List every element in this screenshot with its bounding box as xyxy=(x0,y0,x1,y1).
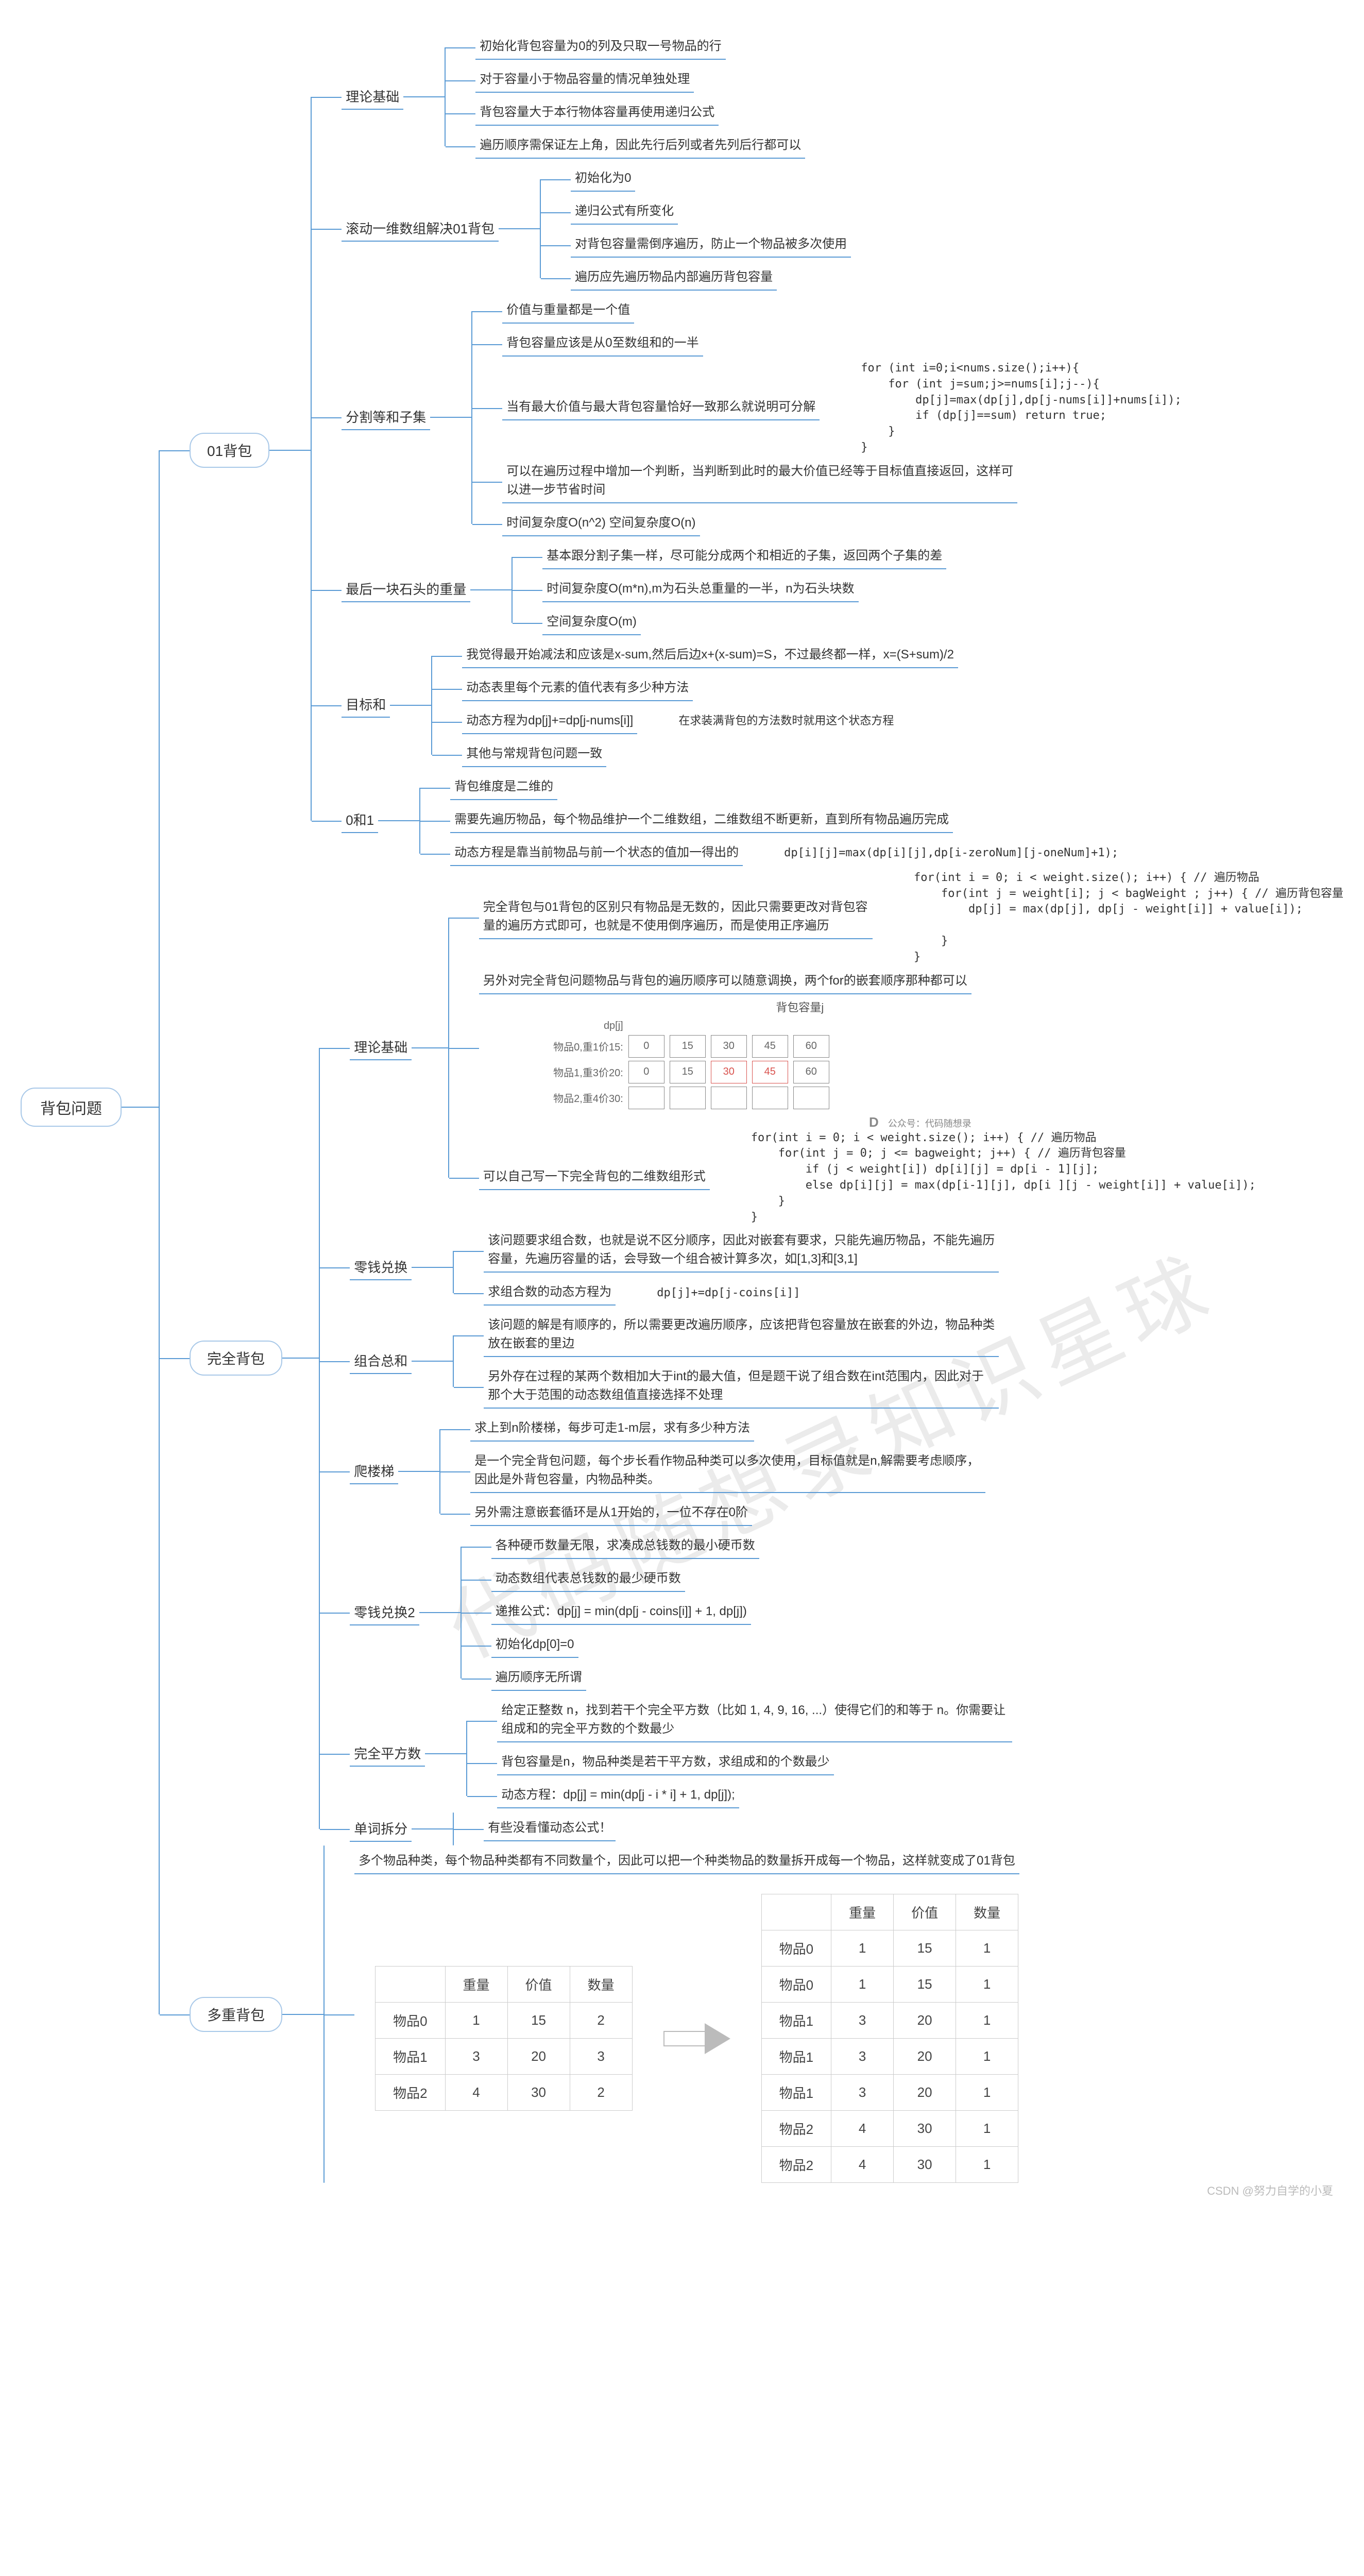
leaf: 另外对完全背包问题物品与背包的遍历顺序可以随意调换，两个for的嵌套顺序那种都可… xyxy=(479,970,971,994)
leaf: 该问题的解是有顺序的，所以需要更改遍历顺序，应该把背包容量放在嵌套的外边，物品种… xyxy=(484,1314,999,1357)
node-combo: 组合总和 xyxy=(350,1349,412,1374)
side-note: dp[j]+=dp[j-coins[i]] xyxy=(657,1285,800,1301)
leaf: 动态数组代表总钱数的最少硬币数 xyxy=(491,1567,685,1592)
leaf: 有些没看懂动态公式！ xyxy=(484,1817,616,1841)
node-complete: 完全背包 xyxy=(190,1341,282,1376)
leaf: 是一个完全背包问题，每个步长看作物品种类可以多次使用，目标值就是n,解需要考虑顺… xyxy=(470,1450,985,1493)
table-left: 重量价值数量物品01152物品13203物品24302 xyxy=(375,1966,633,2111)
leaf: 空间复杂度O(m) xyxy=(542,611,641,635)
table-right: 重量价值数量物品01151物品01151物品13201物品13201物品1320… xyxy=(761,1894,1019,2183)
node-coin2: 零钱兑换2 xyxy=(350,1600,419,1625)
leaf: 给定正整数 n，找到若干个完全平方数（比如 1, 4, 9, 16, ...）使… xyxy=(497,1699,1012,1742)
leaf: 递归公式有所变化 xyxy=(571,200,678,225)
csdn-watermark: CSDN @努力自学的小夏 xyxy=(1207,2182,1333,2198)
leaf: 该问题要求组合数，也就是说不区分顺序，因此对嵌套有要求，只能先遍历物品，不能先遍… xyxy=(484,1229,999,1273)
arrow-icon xyxy=(663,2023,730,2054)
dp-grid-illustration: 背包容量j dp[j]物品0,重1价15:015304560物品1,重3价20:… xyxy=(510,998,971,1130)
leaf: 基本跟分割子集一样，尽可能分成两个和相近的子集，返回两个子集的差 xyxy=(542,545,946,569)
leaf: 求组合数的动态方程为 xyxy=(484,1281,616,1306)
root-node: 背包问题 xyxy=(21,1088,122,1127)
code-block: for(int i = 0; i < weight.size(); i++) {… xyxy=(751,1130,1256,1226)
side-note: for (int i=0;i<nums.size();i++){ for (in… xyxy=(861,361,1182,456)
node-coin1: 零钱兑换 xyxy=(350,1255,412,1280)
node-theory: 理论基础 xyxy=(342,84,403,110)
node-rolling: 滚动一维数组解决01背包 xyxy=(342,216,499,242)
node-square: 完全平方数 xyxy=(350,1741,425,1767)
leaf: 各种硬币数量无限，求凑成总钱数的最小硬币数 xyxy=(491,1534,759,1559)
leaf: 初始化为0 xyxy=(571,167,635,192)
leaf: 可以自己写一下完全背包的二维数组形式 xyxy=(479,1165,710,1190)
multi-tables: 重量价值数量物品01152物品13203物品24302 重量价值数量物品0115… xyxy=(375,1894,1019,2183)
leaf: 另外存在过程的某两个数相加大于int的最大值，但是题干说了组合数在int范围内，… xyxy=(484,1365,999,1409)
side-note: dp[i][j]=max(dp[i][j],dp[i-zeroNum][j-on… xyxy=(784,845,1118,861)
leaf: 遍历应先遍历物品内部遍历背包容量 xyxy=(571,266,777,291)
leaf: 背包容量应该是从0至数组和的一半 xyxy=(502,332,703,357)
leaf: 初始化背包容量为0的列及只取一号物品的行 xyxy=(475,35,725,60)
leaf: 初始化dp[0]=0 xyxy=(491,1633,578,1658)
leaf: 背包容量是n，物品种类是若干平方数，求组成和的个数最少 xyxy=(497,1751,833,1775)
node-stairs: 爬楼梯 xyxy=(350,1459,398,1484)
node-targetsum: 目标和 xyxy=(342,692,390,718)
leaf: 多个物品种类，每个物品种类都有不同数量个，因此可以把一个种类物品的数量拆开成每一… xyxy=(354,1850,1019,1874)
node-laststone: 最后一块石头的重量 xyxy=(342,577,470,602)
leaf: 另外需注意嵌套循环是从1开始的，一位不存在0阶 xyxy=(470,1501,752,1526)
leaf: 价值与重量都是一个值 xyxy=(502,299,634,324)
node-partition: 分割等和子集 xyxy=(342,405,430,430)
leaf: 对于容量小于物品容量的情况单独处理 xyxy=(475,68,694,93)
leaf: 求上到n阶楼梯，每步可走1-m层，求有多少种方法 xyxy=(470,1417,754,1442)
leaf: 递推公式：dp[j] = min(dp[j - coins[i]] + 1, d… xyxy=(491,1600,751,1625)
leaf: 遍历顺序需保证左上角，因此先行后列或者先列后行都可以 xyxy=(475,134,805,159)
leaf: 动态方程是靠当前物品与前一个状态的值加一得出的 xyxy=(450,841,743,866)
leaf: 当有最大价值与最大背包容量恰好一致那么就说明可分解 xyxy=(502,396,820,420)
node-zeroone: 0和1 xyxy=(342,808,378,833)
leaf: 可以在遍历过程中增加一个判断，当判断到此时的最大价值已经等于目标值直接返回，这样… xyxy=(502,460,1017,503)
node-multi: 多重背包 xyxy=(190,1997,282,2032)
leaf: 对背包容量需倒序遍历，防止一个物品被多次使用 xyxy=(571,233,851,258)
mindmap-root-container: 背包问题 01背包 理论基础 初始化背包容量为0的列及只取一号物品的行对于容量小… xyxy=(21,31,1343,2183)
side-note: 在求装满背包的方法数时就用这个状态方程 xyxy=(678,714,894,730)
leaf: 其他与常规背包问题一致 xyxy=(462,742,606,767)
code-block: for(int i = 0; i < weight.size(); i++) {… xyxy=(914,870,1343,965)
leaf: 背包维度是二维的 xyxy=(450,775,557,800)
leaf: 遍历顺序无所谓 xyxy=(491,1666,586,1691)
leaf: 完全背包与01背包的区别只有物品是无数的，因此只需要更改对背包容量的遍历方式即可… xyxy=(479,896,873,939)
leaf: 背包容量大于本行物体容量再使用递归公式 xyxy=(475,101,719,126)
leaf: 时间复杂度O(n^2) 空间复杂度O(n) xyxy=(502,512,700,536)
leaf: 时间复杂度O(m*n),m为石头总重量的一半，n为石头块数 xyxy=(542,578,858,602)
leaf: 动态方程：dp[j] = min(dp[j - i * i] + 1, dp[j… xyxy=(497,1784,739,1808)
leaf: 我觉得最开始减法和应该是x-sum,然后后边x+(x-sum)=S，不过最终都一… xyxy=(462,643,958,668)
leaf: 动态表里每个元素的值代表有多少种方法 xyxy=(462,676,693,701)
leaf: 动态方程为dp[j]+=dp[j-nums[i]] xyxy=(462,709,637,734)
node-wordbreak: 单词拆分 xyxy=(350,1817,412,1842)
leaf: 需要先遍历物品，每个物品维护一个二维数组，二维数组不断更新，直到所有物品遍历完成 xyxy=(450,808,953,833)
node-01knapsack: 01背包 xyxy=(190,433,269,468)
node-c-theory: 理论基础 xyxy=(350,1035,412,1060)
